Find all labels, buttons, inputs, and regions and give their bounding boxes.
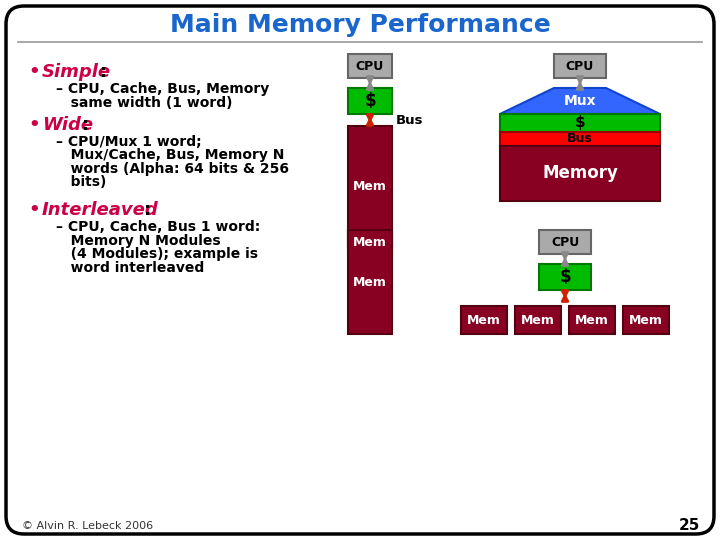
Bar (348, 88, 392, 114)
Bar (539, 264, 591, 290)
Text: :: : (82, 116, 89, 134)
Bar (515, 306, 561, 334)
Text: •: • (28, 63, 40, 81)
Text: – CPU/Mux 1 word;: – CPU/Mux 1 word; (56, 135, 202, 149)
Bar (623, 306, 669, 334)
Text: Memory: Memory (542, 165, 618, 183)
Text: same width (1 word): same width (1 word) (56, 96, 233, 110)
Text: Mem: Mem (467, 314, 501, 327)
Text: Mem: Mem (575, 314, 609, 327)
Bar (554, 54, 606, 78)
Text: Mem: Mem (353, 179, 387, 192)
Text: Bus: Bus (567, 132, 593, 145)
Text: Bus: Bus (396, 113, 423, 126)
Text: Mem: Mem (521, 314, 555, 327)
Text: Wide: Wide (42, 116, 93, 134)
Text: © Alvin R. Lebeck 2006: © Alvin R. Lebeck 2006 (22, 521, 153, 531)
Text: Mux: Mux (564, 94, 596, 108)
Bar (500, 146, 660, 201)
Text: (4 Modules); example is: (4 Modules); example is (56, 247, 258, 261)
Bar (348, 126, 392, 246)
Text: Main Memory Performance: Main Memory Performance (170, 13, 550, 37)
Text: CPU: CPU (551, 235, 579, 248)
Text: $: $ (364, 92, 376, 110)
Text: Memory N Modules: Memory N Modules (56, 233, 220, 247)
Text: Mux/Cache, Bus, Memory N: Mux/Cache, Bus, Memory N (56, 148, 284, 163)
Text: words (Alpha: 64 bits & 256: words (Alpha: 64 bits & 256 (56, 162, 289, 176)
Text: Mem: Mem (353, 275, 387, 288)
Bar (348, 230, 392, 254)
Text: 25: 25 (679, 518, 700, 534)
Text: Mem: Mem (629, 314, 663, 327)
Bar (539, 230, 591, 254)
Text: – CPU, Cache, Bus 1 word:: – CPU, Cache, Bus 1 word: (56, 220, 260, 234)
Text: CPU: CPU (356, 59, 384, 72)
Bar (461, 306, 507, 334)
FancyBboxPatch shape (6, 6, 714, 534)
Text: Interleaved: Interleaved (42, 201, 158, 219)
Text: •: • (28, 201, 40, 219)
Bar (348, 230, 392, 334)
Bar (348, 54, 392, 78)
Text: Simple: Simple (42, 63, 111, 81)
Text: $: $ (559, 268, 571, 286)
Text: word interleaved: word interleaved (56, 260, 204, 274)
Text: :: : (144, 201, 151, 219)
Text: :: : (100, 63, 107, 81)
Text: – CPU, Cache, Bus, Memory: – CPU, Cache, Bus, Memory (56, 82, 269, 96)
Text: Mem: Mem (353, 235, 387, 248)
Bar (500, 114, 660, 132)
Bar (500, 132, 660, 146)
Bar (569, 306, 615, 334)
Text: $: $ (575, 116, 585, 131)
Text: •: • (28, 116, 40, 134)
Polygon shape (500, 88, 660, 114)
Text: CPU: CPU (566, 59, 594, 72)
Text: bits): bits) (56, 176, 107, 190)
